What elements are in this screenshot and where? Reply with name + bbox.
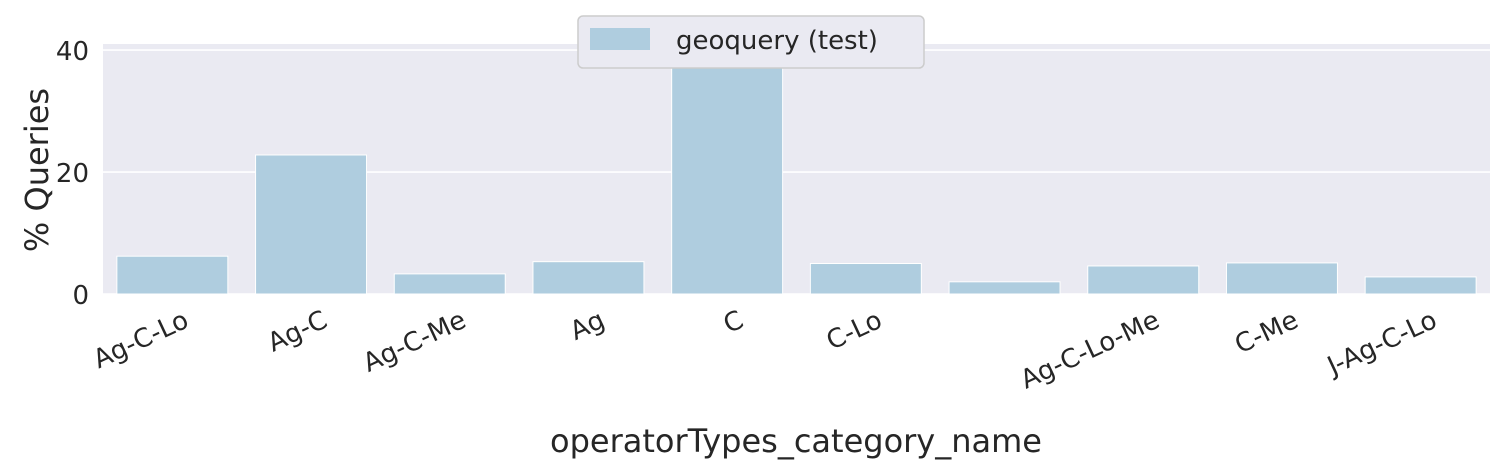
y-tick-label: 20: [56, 159, 89, 189]
bar: [393, 273, 506, 295]
x-tick-label: C-Lo: [822, 305, 887, 356]
bar: [1225, 262, 1338, 295]
bar: [1087, 265, 1200, 295]
x-tick-label: Ag-C-Lo-Me: [1016, 305, 1164, 395]
legend-label: geoquery (test): [676, 26, 878, 56]
bars: [116, 55, 1477, 295]
x-tick-label: C: [719, 305, 748, 340]
bar: [1364, 276, 1477, 295]
x-tick-label: Ag: [566, 305, 610, 347]
x-axis-label: operatorTypes_category_name: [550, 422, 1042, 460]
bar: [255, 154, 368, 295]
x-tick-label: Ag-C: [263, 305, 332, 358]
legend: geoquery (test): [577, 15, 925, 69]
y-axis-label: % Queries: [18, 88, 56, 252]
x-tick-label: Ag-C-Lo: [89, 305, 193, 375]
y-tick-label: 40: [56, 37, 89, 67]
bar: [809, 263, 922, 295]
x-tick-label: Ag-C-Me: [359, 305, 471, 379]
bar: [671, 55, 784, 295]
bar: [116, 255, 229, 295]
x-tick-label: C-Me: [1230, 305, 1302, 360]
legend-swatch: [590, 28, 650, 50]
bar: [948, 281, 1061, 295]
x-tick-label: J-Ag-C-Lo: [1321, 305, 1441, 382]
bar: [532, 261, 645, 295]
legend-box: [577, 15, 925, 69]
y-tick-labels: 0 20 40: [56, 37, 89, 311]
y-tick-label: 0: [72, 281, 89, 311]
x-tick-labels: Ag-C-Lo Ag-C Ag-C-Me Ag C C-Lo Ag-C-Lo-Me C-Me J…: [89, 305, 1442, 395]
